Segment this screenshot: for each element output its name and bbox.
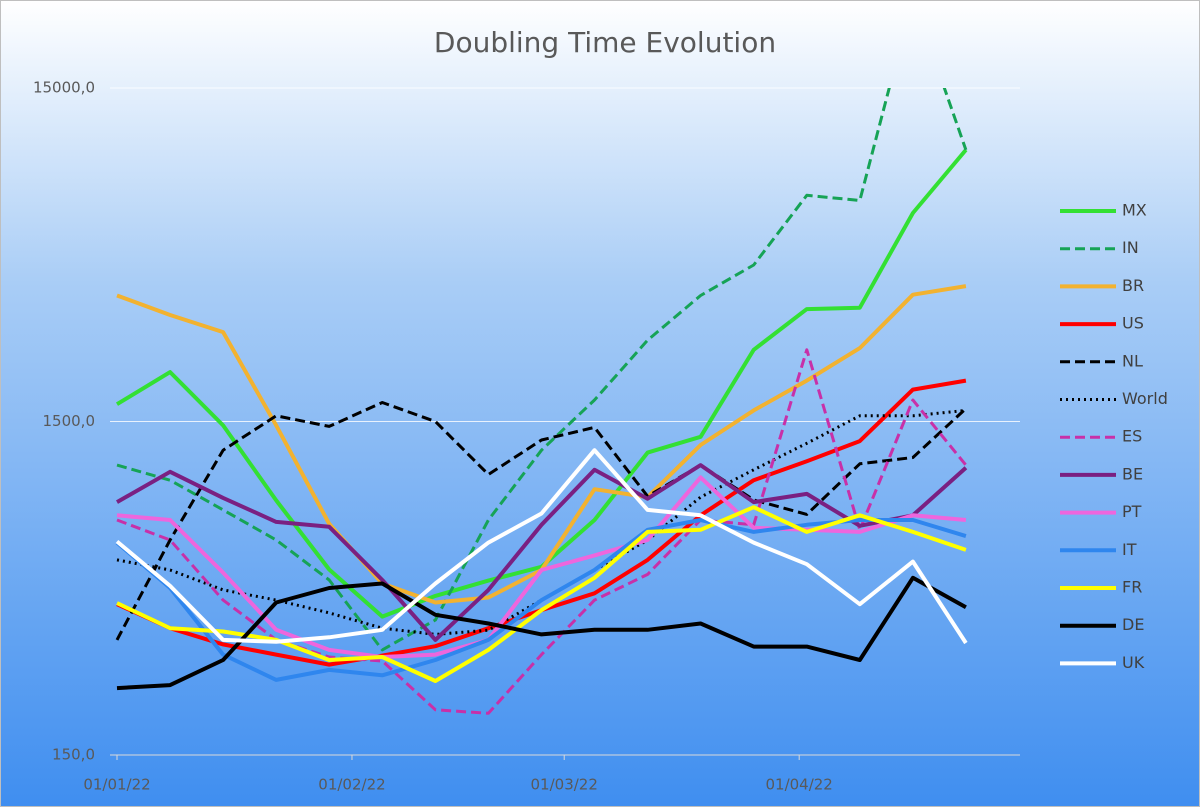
legend-label: UK: [1122, 653, 1145, 672]
series-line: [115, 518, 967, 682]
series-line: [116, 348, 968, 715]
legend-label: FR: [1122, 578, 1142, 597]
legend-label: PT: [1122, 502, 1142, 521]
legend-label: US: [1122, 314, 1144, 333]
x-tick-label: 01/02/22: [318, 776, 385, 794]
legend-label: NL: [1122, 351, 1143, 370]
series-line: [116, 505, 967, 683]
legend-label: BR: [1122, 276, 1144, 295]
x-tick-label: 01/04/22: [765, 776, 832, 794]
series-line: [115, 448, 968, 645]
x-tick-label: 01/03/22: [531, 776, 598, 794]
plot-area: [115, 88, 968, 715]
series-line: [116, 463, 968, 642]
y-tick-label: 15000,0: [33, 79, 95, 97]
legend-label: BE: [1122, 464, 1143, 483]
series-line: [115, 401, 967, 641]
legend: MX IN BR US NL World ES BE PT IT FR DE UK: [1060, 201, 1168, 672]
legend-label: MX: [1122, 201, 1147, 220]
legend-label: ES: [1122, 427, 1142, 446]
series-line: [116, 475, 967, 659]
y-tick-label: 1500,0: [43, 412, 96, 430]
x-tick-label: 01/01/22: [83, 776, 150, 794]
series-line: [116, 88, 968, 652]
axes: 150,0 1500,0 15000,0 01/01/22 01/02/22 01/03/…: [33, 79, 1020, 794]
legend-label: IT: [1122, 540, 1137, 559]
chart-title: Doubling Time Evolution: [434, 26, 776, 59]
series-line: [116, 575, 967, 691]
y-tick-label: 150,0: [52, 746, 95, 764]
legend-label: DE: [1122, 615, 1144, 634]
legend-label: World: [1122, 389, 1168, 408]
legend-label: IN: [1122, 238, 1139, 257]
